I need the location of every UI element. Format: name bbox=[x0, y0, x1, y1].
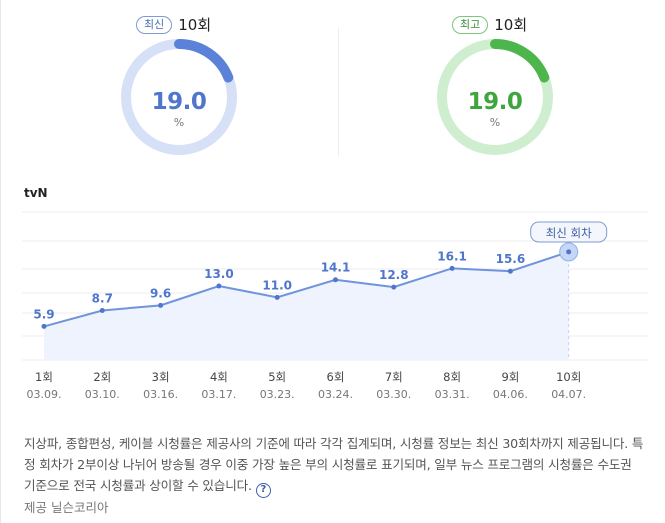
data-point bbox=[274, 294, 280, 300]
date-tick-label: 04.07. bbox=[551, 388, 586, 401]
data-point bbox=[99, 307, 105, 313]
date-tick-label: 03.24. bbox=[318, 388, 353, 401]
data-point bbox=[216, 283, 222, 289]
episode-tick-label: 10회 bbox=[556, 370, 581, 384]
data-point bbox=[41, 323, 47, 329]
episode-tick-label: 5회 bbox=[268, 370, 286, 384]
episode-tick-label: 4회 bbox=[210, 370, 228, 384]
notice-text: 지상파, 종합편성, 케이블 시청률은 제공사의 기준에 따라 각각 집계되며,… bbox=[24, 436, 644, 493]
latest-gauge-ring bbox=[121, 39, 237, 155]
date-tick-label: 03.30. bbox=[376, 388, 411, 401]
area-fill bbox=[44, 251, 569, 360]
data-point bbox=[566, 249, 572, 255]
gauge-divider bbox=[338, 28, 339, 156]
help-icon[interactable]: ? bbox=[255, 483, 271, 498]
date-tick-label: 03.23. bbox=[260, 388, 295, 401]
data-provider: 제공 닐슨코리아 bbox=[24, 500, 109, 515]
episode-tick-label: 3회 bbox=[152, 370, 170, 384]
best-gauge-header: 최고 10회 bbox=[452, 14, 527, 35]
best-gauge-unit: % bbox=[489, 116, 501, 129]
date-tick-label: 03.09. bbox=[27, 388, 62, 401]
data-point bbox=[333, 277, 338, 283]
point-value-label: 15.6 bbox=[496, 252, 526, 266]
best-gauge-value: 19.0 bbox=[467, 89, 523, 115]
best-episode: 10회 bbox=[494, 16, 528, 34]
chart-area bbox=[43, 240, 570, 360]
data-point bbox=[158, 302, 164, 308]
episode-tick-label: 6회 bbox=[327, 370, 345, 384]
point-value-label: 11.0 bbox=[262, 278, 292, 292]
point-value-label: 8.7 bbox=[92, 291, 113, 305]
episode-tick-label: 7회 bbox=[385, 370, 403, 384]
data-point bbox=[507, 268, 513, 274]
point-value-label: 13.0 bbox=[204, 267, 234, 281]
episode-tick-label: 9회 bbox=[501, 370, 519, 384]
latest-gauge-header: 최신 10회 bbox=[136, 14, 211, 35]
latest-gauge-unit: % bbox=[173, 116, 185, 129]
point-value-label: 14.1 bbox=[321, 261, 351, 275]
left-border bbox=[0, 0, 1, 523]
channel-name: tvN bbox=[24, 186, 48, 200]
latest-tag-box bbox=[530, 221, 608, 243]
latest-gauge-arc bbox=[174, 39, 234, 83]
point-value-label: 12.8 bbox=[379, 268, 409, 282]
date-tick-label: 03.10. bbox=[85, 388, 120, 401]
best-badge: 최고 bbox=[452, 15, 489, 34]
episode-tick-label: 1회 bbox=[35, 370, 53, 384]
best-gauge-arc bbox=[490, 39, 550, 83]
date-tick-label: 03.16. bbox=[143, 388, 178, 401]
latest-badge: 최신 bbox=[136, 15, 173, 34]
date-tick-label: 03.31. bbox=[435, 388, 470, 401]
date-tick-label: 04.06. bbox=[493, 388, 528, 401]
point-value-label: 5.9 bbox=[33, 307, 54, 321]
series-line bbox=[43, 250, 570, 328]
latest-episode: 10회 bbox=[178, 16, 212, 34]
point-value-label: 16.1 bbox=[437, 249, 467, 263]
latest-tag-label: 최신 회차 bbox=[546, 226, 592, 240]
episode-tick-label: 2회 bbox=[93, 370, 111, 384]
latest-gauge-value: 19.0 bbox=[151, 89, 207, 115]
chart-marks: 5.98.79.613.011.014.112.816.115.619.0최신 … bbox=[33, 221, 608, 329]
data-point bbox=[449, 265, 455, 271]
best-gauge-ring bbox=[437, 39, 553, 155]
data-point bbox=[391, 284, 397, 290]
chart-x-labels: 1회 03.09. 2회 03.10. 3회 03.16. 4회 03.17. 5회 03.23.… bbox=[27, 370, 587, 401]
rating-trend-chart: 5.98.79.613.011.014.112.816.115.619.0최신 … bbox=[22, 211, 648, 401]
date-tick-label: 03.17. bbox=[201, 388, 236, 401]
episode-tick-label: 8회 bbox=[443, 370, 461, 384]
ratings-notice: 지상파, 종합편성, 케이블 시청률은 제공사의 기준에 따라 각각 집계되며,… bbox=[24, 433, 646, 498]
point-value-label: 9.6 bbox=[150, 286, 171, 300]
